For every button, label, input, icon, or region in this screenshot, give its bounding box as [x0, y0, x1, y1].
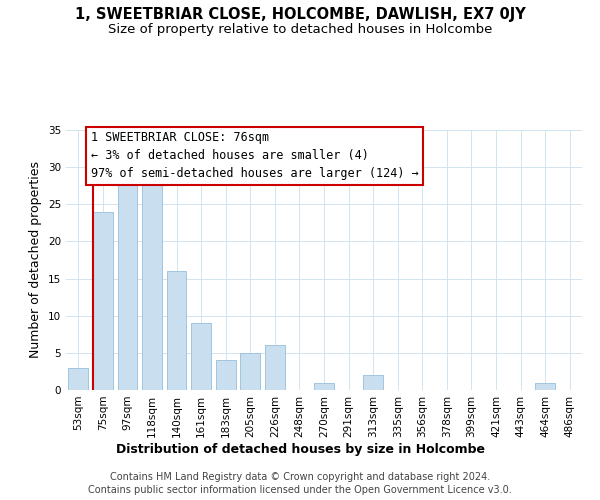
Text: Distribution of detached houses by size in Holcombe: Distribution of detached houses by size … — [115, 442, 485, 456]
Text: 1, SWEETBRIAR CLOSE, HOLCOMBE, DAWLISH, EX7 0JY: 1, SWEETBRIAR CLOSE, HOLCOMBE, DAWLISH, … — [74, 8, 526, 22]
Bar — [191, 323, 211, 390]
Bar — [93, 212, 113, 390]
Text: Contains public sector information licensed under the Open Government Licence v3: Contains public sector information licen… — [88, 485, 512, 495]
Bar — [142, 174, 162, 390]
Bar — [241, 353, 260, 390]
Bar — [118, 182, 137, 390]
Y-axis label: Number of detached properties: Number of detached properties — [29, 162, 43, 358]
Text: 1 SWEETBRIAR CLOSE: 76sqm
← 3% of detached houses are smaller (4)
97% of semi-de: 1 SWEETBRIAR CLOSE: 76sqm ← 3% of detach… — [91, 132, 418, 180]
Text: Size of property relative to detached houses in Holcombe: Size of property relative to detached ho… — [108, 22, 492, 36]
Text: Contains HM Land Registry data © Crown copyright and database right 2024.: Contains HM Land Registry data © Crown c… — [110, 472, 490, 482]
Bar — [265, 346, 284, 390]
Bar — [167, 271, 187, 390]
Bar — [314, 382, 334, 390]
Bar — [216, 360, 236, 390]
Bar — [68, 368, 88, 390]
Bar — [364, 375, 383, 390]
Bar — [535, 382, 555, 390]
